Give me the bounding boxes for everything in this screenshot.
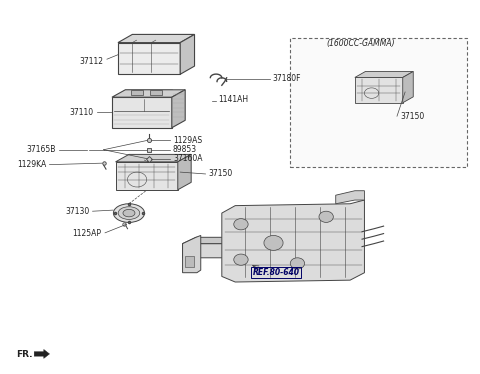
Text: 1129KA: 1129KA bbox=[17, 160, 46, 169]
Polygon shape bbox=[403, 71, 413, 103]
Polygon shape bbox=[116, 154, 191, 162]
Text: 89853: 89853 bbox=[173, 145, 197, 154]
Text: 1125AP: 1125AP bbox=[72, 229, 101, 238]
Polygon shape bbox=[118, 43, 180, 74]
Bar bbox=[185, 256, 194, 267]
Text: 37130: 37130 bbox=[65, 207, 89, 216]
Circle shape bbox=[234, 254, 248, 265]
Text: FR.: FR. bbox=[16, 350, 33, 359]
Polygon shape bbox=[172, 90, 185, 128]
Polygon shape bbox=[355, 77, 403, 103]
Bar bbox=[150, 91, 162, 95]
Polygon shape bbox=[112, 90, 185, 97]
Text: 37150: 37150 bbox=[209, 169, 233, 178]
Text: 37110: 37110 bbox=[70, 108, 94, 117]
Bar bbox=[290, 38, 468, 166]
Text: 1141AH: 1141AH bbox=[218, 95, 249, 104]
Polygon shape bbox=[34, 349, 49, 358]
Text: 37112: 37112 bbox=[80, 56, 104, 65]
Text: 37150: 37150 bbox=[400, 112, 425, 121]
Text: REF.80-640: REF.80-640 bbox=[252, 268, 300, 277]
Polygon shape bbox=[355, 71, 413, 77]
Ellipse shape bbox=[113, 204, 144, 223]
Polygon shape bbox=[180, 34, 194, 74]
Text: 37165B: 37165B bbox=[26, 145, 56, 154]
Polygon shape bbox=[222, 200, 364, 282]
Text: 1129AS: 1129AS bbox=[173, 136, 202, 145]
Circle shape bbox=[234, 219, 248, 230]
Ellipse shape bbox=[118, 207, 140, 220]
Bar bbox=[131, 91, 143, 95]
Polygon shape bbox=[178, 154, 191, 190]
Polygon shape bbox=[116, 162, 178, 190]
Polygon shape bbox=[112, 97, 172, 128]
Polygon shape bbox=[182, 237, 350, 258]
Text: 37160A: 37160A bbox=[173, 154, 203, 163]
Ellipse shape bbox=[123, 209, 135, 217]
Circle shape bbox=[319, 211, 333, 223]
Polygon shape bbox=[182, 236, 201, 273]
Circle shape bbox=[264, 236, 283, 250]
Polygon shape bbox=[336, 191, 364, 204]
Polygon shape bbox=[182, 237, 350, 243]
Text: 37180F: 37180F bbox=[273, 74, 301, 83]
Circle shape bbox=[290, 258, 305, 269]
Text: (1600CC-GAMMA): (1600CC-GAMMA) bbox=[326, 39, 395, 48]
Polygon shape bbox=[118, 34, 194, 43]
